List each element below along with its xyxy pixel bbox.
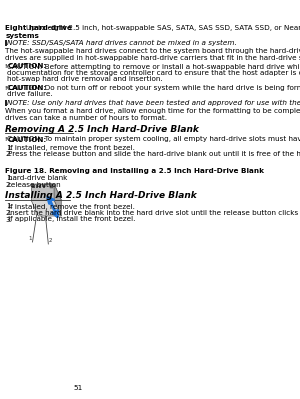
Text: The hot-swappable hard drives connect to the system board through the hard-drive: The hot-swappable hard drives connect to… [5, 49, 300, 55]
Text: CAUTION:: CAUTION: [7, 63, 47, 69]
Text: If installed, remove the front bezel.: If installed, remove the front bezel. [8, 145, 135, 151]
Text: Installing A 2.5 Inch Hard-Drive Blank: Installing A 2.5 Inch Hard-Drive Blank [5, 192, 197, 201]
Text: 2.: 2. [6, 182, 13, 188]
Text: When you format a hard drive, allow enough time for the formatting to be complet: When you format a hard drive, allow enou… [5, 109, 300, 115]
Text: CAUTION:: CAUTION: [7, 136, 47, 142]
Text: Figure 18. Removing and Installing a 2.5 Inch Hard-Drive Blank: Figure 18. Removing and Installing a 2.5… [5, 168, 264, 174]
Text: Insert the hard drive blank into the hard drive slot until the release button cl: Insert the hard drive blank into the har… [8, 210, 300, 216]
Text: CAUTION: Before attempting to remove or install a hot-swappable hard drive while: CAUTION: Before attempting to remove or … [7, 63, 300, 69]
Text: 3.: 3. [6, 217, 13, 223]
Text: 2.: 2. [6, 152, 13, 158]
Text: drives are supplied in hot-swappable hard-drive carriers that fit in the hard-dr: drives are supplied in hot-swappable har… [5, 55, 300, 61]
Polygon shape [31, 200, 61, 216]
Text: If installed, remove the front bezel.: If installed, remove the front bezel. [8, 203, 135, 209]
Text: 2: 2 [49, 238, 52, 243]
Text: hard-drive blank: hard-drive blank [8, 176, 68, 182]
Bar [39, 185, 41, 188]
Text: Removing A 2.5 Inch Hard-Drive Blank: Removing A 2.5 Inch Hard-Drive Blank [5, 124, 199, 134]
Polygon shape [31, 184, 61, 200]
Text: 1: 1 [29, 236, 32, 241]
Bar [43, 185, 45, 188]
Polygon shape [31, 184, 54, 200]
Text: 1.: 1. [6, 145, 13, 151]
Text: documentation for the storage controller card to ensure that the host adapter is: documentation for the storage controller… [7, 70, 300, 76]
Text: If applicable, install the front bezel.: If applicable, install the front bezel. [8, 217, 135, 223]
Bar [5, 100, 7, 105]
Text: Press the release button and slide the hard-drive blank out until it is free of : Press the release button and slide the h… [8, 152, 300, 158]
Bar [32, 185, 34, 188]
Text: CAUTION:: CAUTION: [7, 85, 47, 91]
Text: NOTE: Use only hard drives that have been tested and approved for use with the h: NOTE: Use only hard drives that have bee… [7, 100, 300, 106]
Text: hot-swap hard drive removal and insertion.: hot-swap hard drive removal and insertio… [7, 77, 163, 83]
Polygon shape [54, 184, 61, 216]
Text: Up to eight 2.5 inch, hot-swappable SAS, SATA, SAS SSD, SATA SSD, or Nearline SA: Up to eight 2.5 inch, hot-swappable SAS,… [26, 25, 300, 31]
Text: !: ! [5, 86, 7, 91]
Bar [50, 185, 52, 188]
Text: Eight hard-drive
systems: Eight hard-drive systems [5, 25, 72, 39]
Text: 2.: 2. [6, 210, 13, 216]
Text: 51: 51 [73, 385, 83, 391]
Text: drives can take a number of hours to format.: drives can take a number of hours to for… [5, 115, 167, 121]
Text: drive failure.: drive failure. [7, 91, 53, 97]
Text: 1.: 1. [6, 176, 13, 182]
Text: CAUTION: Do not turn off or reboot your system while the hard drive is being for: CAUTION: Do not turn off or reboot your … [7, 85, 300, 91]
Bar [36, 185, 38, 188]
Text: release button: release button [8, 182, 61, 188]
Bar [5, 40, 7, 45]
Text: !: ! [5, 64, 7, 69]
Text: 1.: 1. [6, 203, 13, 209]
Text: !: ! [5, 137, 7, 142]
Text: CAUTION: To maintain proper system cooling, all empty hard-drive slots must have: CAUTION: To maintain proper system cooli… [7, 136, 300, 142]
Text: NOTE: SSD/SAS/SATA hard drives cannot be mixed in a system.: NOTE: SSD/SAS/SATA hard drives cannot be… [7, 40, 237, 46]
